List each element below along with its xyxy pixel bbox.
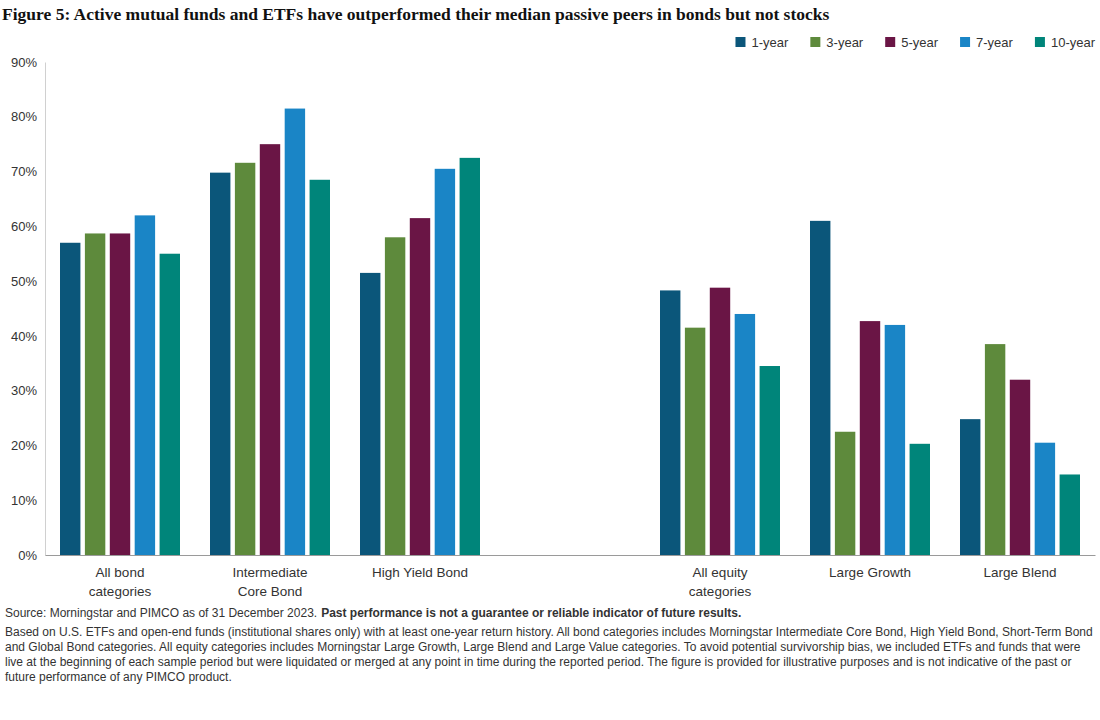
bar <box>385 237 405 555</box>
disclaimer: Past performance is not a guarantee or r… <box>321 606 741 620</box>
legend-swatch <box>960 37 970 47</box>
legend-swatch <box>735 37 745 47</box>
x-tick: Large Blend <box>984 555 1057 580</box>
bar <box>60 243 80 555</box>
y-tick: 10% <box>11 493 45 508</box>
legend: 1-year 3-year 5-year 7-year 10-year <box>735 35 1095 50</box>
legend-swatch <box>885 37 895 47</box>
bar-series <box>160 158 1080 555</box>
bars <box>60 109 1080 555</box>
bar <box>1035 443 1055 555</box>
bar <box>235 163 255 555</box>
y-tick: 90% <box>11 55 45 70</box>
y-tick-label: 10% <box>11 493 37 508</box>
x-tick: IntermediateCore Bond <box>232 555 307 599</box>
y-tick: 20% <box>11 438 45 453</box>
legend-label: 10-year <box>1051 35 1096 50</box>
bar <box>260 144 280 555</box>
x-tick-label: Large Growth <box>829 565 911 580</box>
legend-item: 1-year <box>735 35 789 50</box>
bar <box>885 325 905 555</box>
legend-item: 5-year <box>885 35 939 50</box>
legend-item: 7-year <box>960 35 1014 50</box>
bar <box>760 366 780 555</box>
y-tick-label: 20% <box>11 438 37 453</box>
x-tick-label: Large Blend <box>984 565 1057 580</box>
chart-title: Figure 5: Active mutual funds and ETFs h… <box>2 4 829 24</box>
legend-label: 7-year <box>976 35 1014 50</box>
bar <box>735 314 755 555</box>
y-tick-label: 30% <box>11 383 37 398</box>
y-tick-label: 40% <box>11 329 37 344</box>
bar-series <box>85 163 1005 555</box>
x-tick: Large Growth <box>829 555 911 580</box>
bar <box>210 173 230 555</box>
x-tick: All equitycategories <box>689 555 752 599</box>
bar <box>135 215 155 555</box>
bar-series <box>110 144 1030 555</box>
bar <box>835 432 855 555</box>
legend-swatch <box>1035 37 1045 47</box>
y-axis: 0% 10% 20% 30% 40% 50% 60% 70% 80% 90% <box>11 55 46 563</box>
y-tick: 0% <box>18 548 45 563</box>
bar <box>960 419 980 555</box>
bar <box>860 321 880 555</box>
bar <box>310 180 330 555</box>
y-tick-label: 50% <box>11 274 37 289</box>
bar <box>1060 474 1080 555</box>
x-tick: All bondcategories <box>89 555 152 599</box>
x-tick-label: All bondcategories <box>89 565 152 600</box>
bar <box>460 158 480 555</box>
source-line: Source: Morningstar and PIMCO as of 31 D… <box>5 606 1093 621</box>
legend-swatch <box>810 37 820 47</box>
y-tick-label: 70% <box>11 164 37 179</box>
y-tick: 80% <box>11 109 45 124</box>
legend-item: 10-year <box>1035 35 1096 50</box>
x-axis-line <box>46 555 1096 556</box>
bar <box>410 218 430 555</box>
chart-svg: Figure 5: Active mutual funds and ETFs h… <box>0 0 1100 600</box>
bar <box>110 233 130 555</box>
y-tick-label: 0% <box>18 548 37 563</box>
bar <box>1010 380 1030 555</box>
x-tick: High Yield Bond <box>372 555 468 580</box>
bar <box>160 254 180 555</box>
bar <box>985 344 1005 555</box>
bar <box>910 444 930 555</box>
y-tick-label: 60% <box>11 219 37 234</box>
source: Source: Morningstar and PIMCO as of 31 D… <box>5 606 317 620</box>
legend-item: 3-year <box>810 35 864 50</box>
bar-series <box>135 109 1055 555</box>
bar <box>360 273 380 555</box>
y-tick: 40% <box>11 329 45 344</box>
bar <box>85 233 105 555</box>
bar <box>660 290 680 555</box>
legend-label: 5-year <box>901 35 939 50</box>
bar <box>685 328 705 555</box>
note: Based on U.S. ETFs and open-end funds (i… <box>5 625 1093 685</box>
legend-label: 1-year <box>751 35 789 50</box>
bar <box>710 288 730 555</box>
x-tick-label: High Yield Bond <box>372 565 468 580</box>
bar <box>285 109 305 555</box>
y-axis-line <box>45 63 46 556</box>
y-tick: 60% <box>11 219 45 234</box>
x-axis: All bondcategories IntermediateCore Bond H… <box>46 555 1096 599</box>
y-tick: 30% <box>11 383 45 398</box>
legend-label: 3-year <box>826 35 864 50</box>
y-tick-label: 80% <box>11 109 37 124</box>
bar-series <box>60 173 980 555</box>
y-tick-label: 90% <box>11 55 37 70</box>
bar <box>810 221 830 555</box>
bar <box>435 169 455 555</box>
x-tick-label: All equitycategories <box>689 565 752 600</box>
y-tick: 70% <box>11 164 45 179</box>
x-tick-label: IntermediateCore Bond <box>232 565 307 600</box>
y-tick: 50% <box>11 274 45 289</box>
